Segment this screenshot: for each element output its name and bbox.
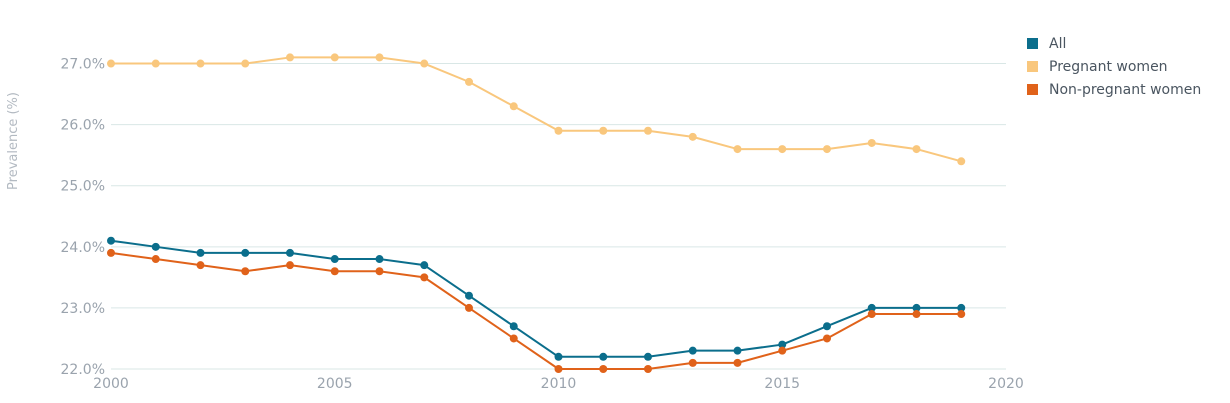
data-point-all[interactable] xyxy=(196,248,205,257)
data-point-all[interactable] xyxy=(957,303,966,312)
y-tick-label: 23.0% xyxy=(61,301,105,317)
data-point-non-pregnant-women[interactable] xyxy=(957,310,966,319)
data-point-all[interactable] xyxy=(733,346,742,355)
y-axis-label: Prevalence (%) xyxy=(6,92,21,190)
data-point-pregnant-women[interactable] xyxy=(823,145,831,154)
x-tick-label: 2000 xyxy=(93,376,129,392)
data-point-all[interactable] xyxy=(644,352,652,361)
data-point-non-pregnant-women[interactable] xyxy=(867,310,876,319)
data-point-non-pregnant-women[interactable] xyxy=(823,334,831,343)
y-tick-label: 26.0% xyxy=(61,118,105,134)
legend-swatch-pregnant-women xyxy=(1027,61,1038,72)
data-point-all[interactable] xyxy=(286,248,294,257)
legend-swatch-non-pregnant-women xyxy=(1027,84,1038,95)
series-non-pregnant-women xyxy=(107,248,966,373)
data-point-all[interactable] xyxy=(420,261,429,270)
y-axis-ticks: 22.0% 23.0% 24.0% 25.0% 26.0% 27.0% xyxy=(61,57,105,378)
data-point-pregnant-women[interactable] xyxy=(599,126,608,135)
x-tick-label: 2010 xyxy=(541,376,577,392)
legend-label-non-pregnant-women: Non-pregnant women xyxy=(1049,81,1202,98)
data-point-all[interactable] xyxy=(509,322,518,331)
data-point-pregnant-women[interactable] xyxy=(778,145,787,154)
legend-item-pregnant-women[interactable]: Pregnant women xyxy=(1027,55,1201,78)
data-point-all[interactable] xyxy=(912,303,921,312)
legend-item-non-pregnant-women[interactable]: Non-pregnant women xyxy=(1027,78,1201,101)
series-line-pregnant-women xyxy=(111,56,962,163)
data-point-pregnant-women[interactable] xyxy=(196,59,205,68)
data-point-pregnant-women[interactable] xyxy=(375,53,384,62)
x-tick-label: 2015 xyxy=(764,376,800,392)
data-point-non-pregnant-women[interactable] xyxy=(733,358,742,367)
series-lines xyxy=(107,53,966,373)
legend-swatch-all xyxy=(1027,38,1038,49)
data-point-all[interactable] xyxy=(151,242,160,251)
data-point-non-pregnant-women[interactable] xyxy=(554,365,563,373)
data-point-all[interactable] xyxy=(778,340,787,349)
data-point-pregnant-women[interactable] xyxy=(420,59,429,68)
data-point-non-pregnant-women[interactable] xyxy=(330,267,339,276)
data-point-pregnant-women[interactable] xyxy=(912,145,921,154)
data-point-all[interactable] xyxy=(599,352,608,361)
data-point-all[interactable] xyxy=(688,346,697,355)
y-tick-label: 25.0% xyxy=(61,179,105,195)
data-point-non-pregnant-women[interactable] xyxy=(151,255,160,264)
data-point-pregnant-women[interactable] xyxy=(644,126,652,135)
data-point-non-pregnant-women[interactable] xyxy=(688,358,697,367)
data-point-non-pregnant-women[interactable] xyxy=(509,334,518,343)
data-point-all[interactable] xyxy=(241,248,250,257)
legend-label-pregnant-women: Pregnant women xyxy=(1049,58,1168,75)
data-point-pregnant-women[interactable] xyxy=(688,132,697,141)
data-point-non-pregnant-women[interactable] xyxy=(196,261,205,270)
data-point-all[interactable] xyxy=(330,255,339,264)
data-point-all[interactable] xyxy=(867,303,876,312)
data-point-pregnant-women[interactable] xyxy=(509,102,518,111)
series-all xyxy=(107,236,966,361)
data-point-all[interactable] xyxy=(554,352,563,361)
data-point-pregnant-women[interactable] xyxy=(286,53,294,62)
data-point-pregnant-women[interactable] xyxy=(733,145,742,154)
data-point-non-pregnant-women[interactable] xyxy=(420,273,429,282)
x-tick-label: 2020 xyxy=(988,376,1024,392)
data-point-all[interactable] xyxy=(107,236,115,245)
y-tick-label: 27.0% xyxy=(61,57,105,73)
series-line-all xyxy=(110,239,962,358)
series-pregnant-women xyxy=(107,53,966,166)
data-point-all[interactable] xyxy=(375,255,384,264)
data-point-non-pregnant-women[interactable] xyxy=(107,248,115,257)
data-point-pregnant-women[interactable] xyxy=(107,59,115,68)
y-tick-label: 24.0% xyxy=(61,240,105,256)
data-point-pregnant-women[interactable] xyxy=(554,126,563,135)
x-tick-label: 2005 xyxy=(317,376,353,392)
data-point-pregnant-women[interactable] xyxy=(330,53,339,62)
series-line-non-pregnant-women xyxy=(110,251,962,370)
data-point-non-pregnant-women[interactable] xyxy=(286,261,294,270)
x-axis-ticks: 2000 2005 2010 2015 2020 xyxy=(93,376,1024,392)
data-point-non-pregnant-women[interactable] xyxy=(375,267,384,276)
data-point-pregnant-women[interactable] xyxy=(151,59,160,68)
y-tick-label: 22.0% xyxy=(61,362,105,378)
data-point-non-pregnant-women[interactable] xyxy=(599,365,608,373)
gridlines xyxy=(111,63,1006,370)
data-point-non-pregnant-women[interactable] xyxy=(241,267,250,276)
data-point-non-pregnant-women[interactable] xyxy=(644,365,652,373)
data-point-pregnant-women[interactable] xyxy=(465,77,473,86)
data-point-pregnant-women[interactable] xyxy=(867,138,876,147)
data-point-non-pregnant-women[interactable] xyxy=(912,310,921,319)
data-point-pregnant-women[interactable] xyxy=(241,59,250,68)
legend-label-all: All xyxy=(1049,35,1067,52)
data-point-non-pregnant-women[interactable] xyxy=(465,303,473,312)
data-point-non-pregnant-women[interactable] xyxy=(778,346,787,355)
data-point-all[interactable] xyxy=(823,322,831,331)
legend-item-all[interactable]: All xyxy=(1027,32,1201,55)
legend: All Pregnant women Non-pregnant women xyxy=(1027,32,1201,101)
data-point-all[interactable] xyxy=(465,291,473,300)
data-point-pregnant-women[interactable] xyxy=(957,157,966,166)
